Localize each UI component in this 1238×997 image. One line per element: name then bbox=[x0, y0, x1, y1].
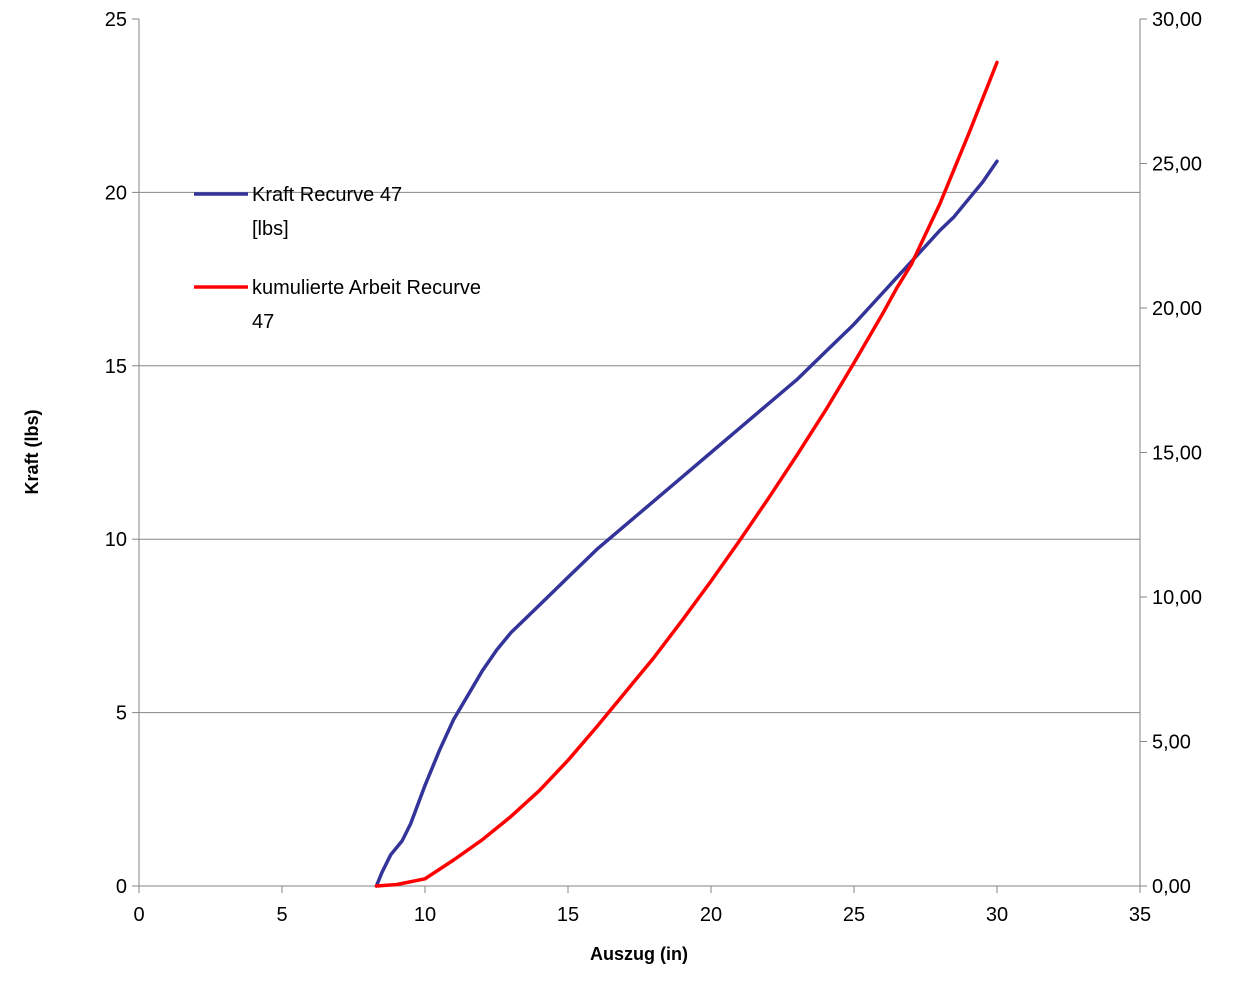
y2-tick-label: 10,00 bbox=[1152, 587, 1202, 609]
x-tick-label: 25 bbox=[843, 904, 865, 926]
x-axis-title: Auszug (in) bbox=[590, 944, 688, 964]
series-line-2 bbox=[374, 60, 999, 888]
gridlines bbox=[139, 191, 1140, 714]
legend-label: kumulierte Arbeit Recurve bbox=[252, 277, 481, 299]
legend-label: Kraft Recurve 47 bbox=[252, 184, 402, 206]
x-tick-label: 0 bbox=[133, 904, 144, 926]
x-tick-label: 5 bbox=[276, 904, 287, 926]
x-tick-label: 10 bbox=[414, 904, 436, 926]
y-tick-label: 15 bbox=[105, 356, 127, 378]
y2-tick-label: 0,00 bbox=[1152, 876, 1191, 898]
y2-tick-labels: 0,00 5,00 10,00 15,00 20,00 25,00 30,00 bbox=[1152, 9, 1202, 898]
legend-label: [lbs] bbox=[252, 218, 289, 240]
x-tick-label: 20 bbox=[700, 904, 722, 926]
legend-label: 47 bbox=[252, 311, 274, 333]
axes bbox=[132, 18, 1147, 893]
y-tick-label: 10 bbox=[105, 529, 127, 551]
y2-tick-label: 25,00 bbox=[1152, 154, 1202, 176]
x-tick-label: 15 bbox=[557, 904, 579, 926]
y2-tick-label: 20,00 bbox=[1152, 298, 1202, 320]
x-tick-labels: 0 5 10 15 20 25 30 35 bbox=[133, 904, 1151, 926]
y-tick-label: 5 bbox=[116, 703, 127, 725]
y-axis-title: Kraft (lbs) bbox=[22, 409, 42, 494]
legend: Kraft Recurve 47 [lbs] kumulierte Arbeit R… bbox=[194, 184, 481, 333]
series-layer bbox=[374, 60, 999, 888]
y-tick-label: 20 bbox=[105, 182, 127, 204]
x-tick-label: 35 bbox=[1129, 904, 1151, 926]
series-line-1 bbox=[374, 159, 999, 888]
y2-tick-label: 5,00 bbox=[1152, 732, 1191, 754]
y2-tick-label: 15,00 bbox=[1152, 443, 1202, 465]
y-tick-label: 25 bbox=[105, 9, 127, 31]
y2-tick-label: 30,00 bbox=[1152, 9, 1202, 31]
x-tick-label: 30 bbox=[986, 904, 1008, 926]
y-tick-labels: 0 5 10 15 20 25 bbox=[105, 9, 127, 898]
y-tick-label: 0 bbox=[116, 876, 127, 898]
